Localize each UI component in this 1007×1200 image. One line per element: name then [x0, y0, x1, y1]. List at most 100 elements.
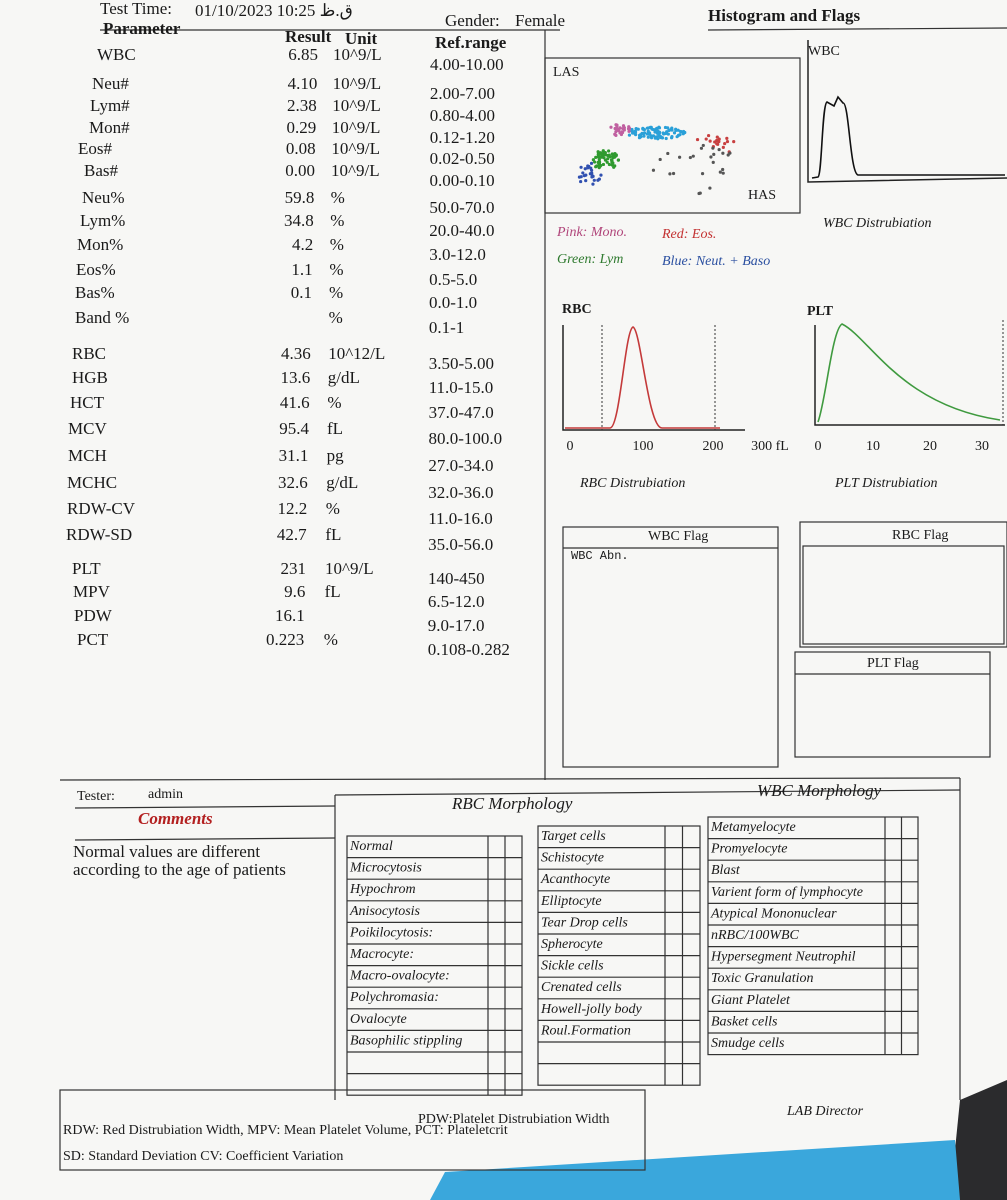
scatter-dot	[605, 160, 609, 164]
column-header: Parameter	[103, 19, 181, 38]
ref-range: 4.00-10.00	[430, 55, 504, 74]
scatter-dot	[718, 170, 722, 174]
scatter-label: HAS	[748, 188, 776, 203]
ref-range: 11.0-15.0	[429, 378, 494, 397]
parameter: Neu%	[82, 188, 124, 207]
morphology-item: Schistocyte	[541, 851, 604, 866]
scatter-dot	[668, 172, 672, 176]
morphology-item: Ovalocyte	[350, 1012, 407, 1027]
scatter-dot	[676, 128, 680, 132]
flag-title: PLT Flag	[867, 656, 919, 671]
tick-label: 100	[633, 439, 654, 454]
unit: %	[327, 393, 341, 412]
morphology-item: Roul.Formation	[540, 1023, 631, 1038]
parameter: MCV	[68, 419, 107, 438]
scatter-dot	[646, 135, 650, 139]
wbc-flag-box	[562, 526, 779, 768]
unit: 10^9/L	[331, 161, 380, 180]
scatter-dot	[584, 173, 588, 177]
scatter-dot	[671, 171, 676, 176]
scatter-dot	[626, 127, 631, 131]
result: 0.223	[266, 630, 304, 649]
ref-range: 0.5-5.0	[429, 270, 477, 289]
result: 0.1	[291, 283, 312, 302]
scatter-dot	[589, 161, 594, 165]
morphology-item: Blast	[711, 863, 741, 878]
morphology-item: Poikilocytosis:	[349, 925, 433, 940]
section-title: Histogram and Flags	[708, 6, 860, 25]
scatter-dot	[704, 137, 708, 141]
scatter-dot	[666, 132, 670, 136]
scatter-dot	[669, 128, 673, 132]
scatter-dot	[723, 141, 727, 146]
scatter-dot	[678, 155, 682, 159]
unit: 10^9/L	[331, 139, 380, 158]
scatter-dot	[637, 136, 642, 140]
scatter-dot	[584, 178, 588, 183]
scatter-dot	[721, 151, 725, 155]
rbc-flag-inner	[802, 545, 1005, 645]
legend-entry: Pink: Mono.	[556, 225, 627, 240]
footer-note: RDW: Red Distrubiation Width, MPV: Mean …	[63, 1123, 508, 1138]
unit: 10^9/L	[333, 45, 382, 64]
scatter-dot	[615, 123, 619, 127]
scatter-dot	[642, 131, 647, 135]
scatter-dot	[601, 162, 606, 167]
ref-range: 3.0-12.0	[429, 245, 486, 264]
unit: g/dL	[328, 368, 360, 387]
scatter-dot	[674, 128, 678, 132]
section-rule	[334, 789, 961, 796]
scatter-dot	[656, 137, 660, 141]
scatter-dot	[663, 125, 668, 130]
scatter-dot	[588, 172, 592, 176]
scatter-dot	[602, 151, 607, 155]
parameter: PCT	[77, 630, 109, 649]
scatter-dot	[721, 167, 725, 172]
scatter-dot	[611, 156, 615, 160]
scatter-dot	[599, 163, 603, 168]
scatter-dot	[657, 134, 661, 138]
scatter-dot	[681, 129, 686, 134]
scatter-dot	[657, 126, 662, 130]
parameter: Lym%	[80, 211, 125, 230]
unit: %	[331, 188, 345, 207]
morphology-item: Howell-jolly body	[540, 1002, 642, 1017]
ref-range: 0.108-0.282	[428, 640, 510, 659]
morphology-item: Crenated cells	[541, 980, 622, 995]
plt-axes	[814, 325, 1005, 426]
morphology-item: Microcytosis	[349, 861, 422, 876]
result: 31.1	[279, 446, 309, 465]
scatter-dot	[716, 142, 720, 146]
morphology-item: Basophilic stippling	[350, 1033, 462, 1048]
parameter: PDW	[74, 606, 113, 625]
scatter-dot	[599, 173, 603, 177]
scatter-dot	[649, 136, 654, 140]
morphology-item: Spherocyte	[541, 937, 603, 952]
scatter-dot	[609, 125, 613, 129]
scatter-dot	[607, 149, 611, 153]
unit: 10^9/L	[333, 74, 382, 93]
result: 231	[281, 559, 307, 578]
header-rule	[707, 27, 1007, 31]
result: 9.6	[284, 582, 305, 601]
parameter: Eos#	[78, 139, 113, 158]
scatter-dot	[579, 179, 583, 184]
morphology-item: Smudge cells	[711, 1036, 785, 1051]
scatter-dot	[646, 126, 650, 130]
scatter-dot	[597, 158, 601, 162]
morphology-item: Varient form of lymphocyte	[711, 885, 863, 900]
result: 4.10	[288, 74, 318, 93]
morphology-item: Tear Drop cells	[541, 915, 628, 930]
footer-box	[59, 1089, 646, 1171]
unit: %	[329, 283, 343, 302]
result: 1.1	[291, 260, 312, 279]
scatter-dot	[700, 171, 705, 176]
scatter-dot	[612, 165, 616, 169]
scatter-dot	[661, 131, 665, 135]
scatter-dot	[655, 126, 659, 130]
morphology-item: Hypochrom	[349, 882, 416, 897]
ref-range: 32.0-36.0	[428, 483, 493, 502]
unit: pg	[327, 446, 345, 465]
column-header: Ref.range	[435, 33, 507, 52]
